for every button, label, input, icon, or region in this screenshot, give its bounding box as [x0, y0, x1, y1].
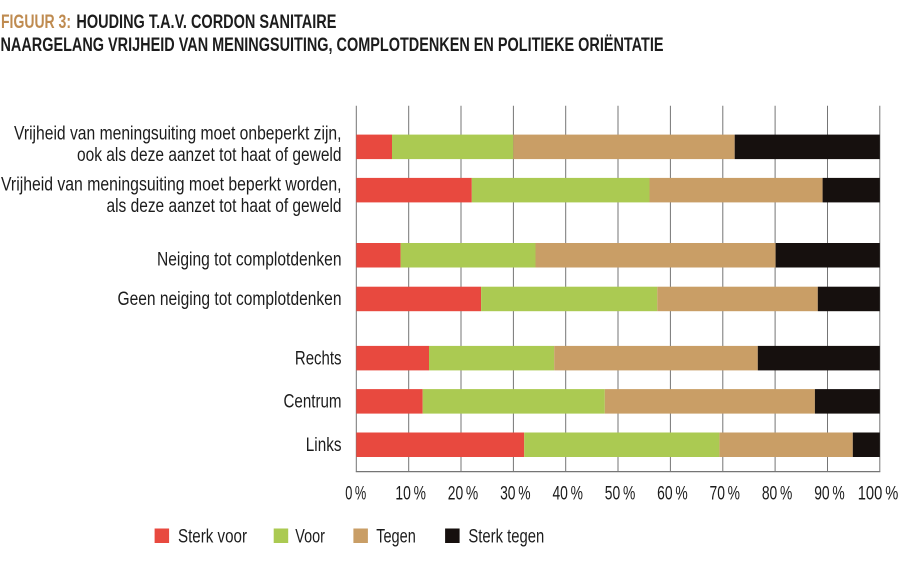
svg-text:50 %: 50 %	[605, 484, 636, 505]
svg-text:Tegen: Tegen	[376, 526, 416, 547]
svg-text:Geen neiging tot complotdenken: Geen neiging tot complotdenken	[118, 289, 342, 310]
svg-text:FIGUUR 3:: FIGUUR 3:	[1, 12, 71, 33]
svg-text:Links: Links	[306, 435, 342, 456]
svg-text:40 %: 40 %	[552, 484, 583, 505]
svg-text:70 %: 70 %	[710, 484, 741, 505]
svg-text:Vrijheid van meningsuiting moe: Vrijheid van meningsuiting moet beperkt …	[1, 175, 342, 196]
svg-text:Voor: Voor	[295, 526, 325, 547]
svg-text:0 %: 0 %	[345, 484, 366, 505]
svg-text:90 %: 90 %	[814, 484, 845, 505]
svg-text:60 %: 60 %	[657, 484, 688, 505]
svg-text:Rechts: Rechts	[295, 349, 342, 370]
svg-text:Neiging tot complotdenken: Neiging tot complotdenken	[157, 250, 342, 271]
svg-text:80 %: 80 %	[762, 484, 793, 505]
svg-text:20 %: 20 %	[448, 484, 479, 505]
svg-text:100 %: 100 %	[858, 484, 899, 505]
svg-text:als deze aanzet tot haat of ge: als deze aanzet tot haat of geweld	[107, 196, 342, 217]
svg-text:Sterk voor: Sterk voor	[178, 526, 248, 547]
svg-text:Sterk tegen: Sterk tegen	[468, 526, 544, 547]
svg-text:30 %: 30 %	[500, 484, 531, 505]
svg-text:ook als deze aanzet tot haat o: ook als deze aanzet tot haat of geweld	[77, 145, 342, 166]
svg-text:HOUDING T.A.V. CORDON SANITAIR: HOUDING T.A.V. CORDON SANITAIRE	[76, 12, 336, 33]
svg-text:10 %: 10 %	[395, 484, 426, 505]
svg-text:Centrum: Centrum	[284, 392, 342, 413]
svg-text:Vrijheid van meningsuiting moe: Vrijheid van meningsuiting moet onbeperk…	[14, 123, 342, 144]
svg-text:NAARGELANG VRIJHEID VAN MENING: NAARGELANG VRIJHEID VAN MENINGSUITING, C…	[1, 35, 664, 56]
